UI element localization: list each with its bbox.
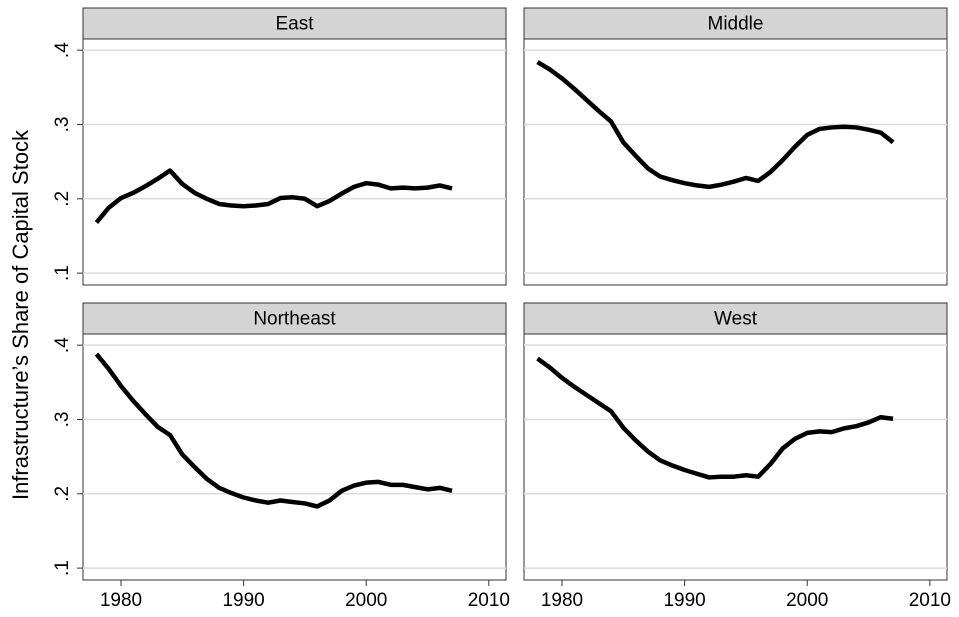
y-tick-label: .1 xyxy=(52,265,73,281)
y-axis-label: Infrastructure’s Share of Capital Stock xyxy=(8,129,33,500)
plot-frame xyxy=(523,333,948,581)
panel-title: Middle xyxy=(708,14,764,35)
panel-title: East xyxy=(275,14,314,35)
x-tick-label: 1990 xyxy=(663,590,705,611)
y-tick-label: .2 xyxy=(52,486,73,502)
x-tick-label: 2010 xyxy=(468,590,510,611)
panel-title: West xyxy=(714,309,758,330)
panel-header xyxy=(82,302,507,335)
x-tick-label: 1990 xyxy=(222,590,264,611)
y-tick-label: .1 xyxy=(52,560,73,576)
x-tick-label: 1980 xyxy=(100,590,142,611)
series-line xyxy=(94,352,453,509)
y-tick-label: .3 xyxy=(52,412,73,428)
y-tick-label: .4 xyxy=(52,337,73,353)
series-line xyxy=(94,168,453,225)
plot-frame xyxy=(82,333,507,581)
series-line xyxy=(536,356,894,480)
panel-title: Northeast xyxy=(253,309,336,330)
plot-frame xyxy=(82,38,507,286)
y-tick-label: .4 xyxy=(52,42,73,58)
panel-header xyxy=(523,302,948,335)
plot-frame xyxy=(523,38,948,286)
x-tick-label: 1980 xyxy=(541,590,583,611)
series-line xyxy=(536,60,895,190)
x-tick-label: 2010 xyxy=(909,590,951,611)
x-tick-label: 2000 xyxy=(345,590,387,611)
panel-header xyxy=(82,7,507,40)
x-tick-label: 2000 xyxy=(786,590,828,611)
y-tick-label: .3 xyxy=(52,117,73,133)
y-tick-label: .2 xyxy=(52,191,73,207)
